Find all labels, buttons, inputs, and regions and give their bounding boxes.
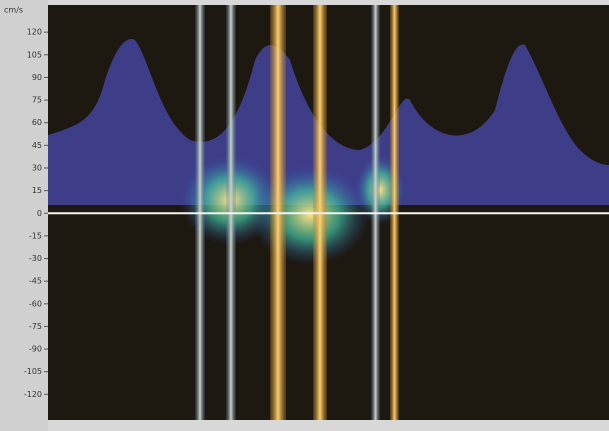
y-tick-label: 90 bbox=[32, 73, 42, 82]
y-tick-label: 30 bbox=[32, 163, 42, 172]
y-tick-label: -45 bbox=[29, 277, 42, 286]
flow-highlight bbox=[250, 165, 370, 265]
y-tick-label: -60 bbox=[29, 299, 42, 308]
y-axis-label: cm/s bbox=[4, 6, 23, 15]
y-tick-label: 60 bbox=[32, 118, 42, 127]
y-tick-label: 45 bbox=[32, 141, 42, 150]
y-tick-label: 15 bbox=[32, 186, 42, 195]
y-tick-label: -105 bbox=[24, 367, 42, 376]
y-tick-label: 120 bbox=[27, 28, 42, 37]
y-tick-label: 0 bbox=[37, 209, 42, 218]
y-tick-label: -15 bbox=[29, 231, 42, 240]
spectral-envelope bbox=[48, 39, 609, 206]
y-tick-label: -30 bbox=[29, 254, 42, 263]
y-tick-label: 105 bbox=[27, 50, 42, 59]
y-tick-label: -75 bbox=[29, 322, 42, 331]
y-tick-label: 75 bbox=[32, 96, 42, 105]
axis-panel bbox=[0, 0, 48, 431]
y-tick-label: -90 bbox=[29, 345, 42, 354]
y-tick-label: -120 bbox=[24, 390, 42, 399]
